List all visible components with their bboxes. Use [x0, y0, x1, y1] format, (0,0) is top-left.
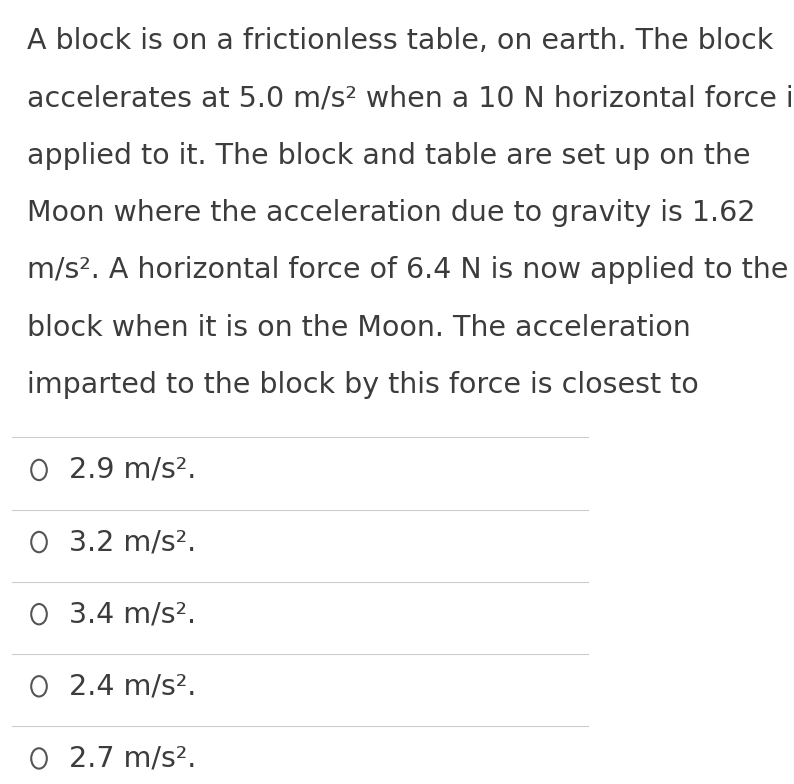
Text: Moon where the acceleration due to gravity is 1.62: Moon where the acceleration due to gravi…	[27, 199, 756, 227]
Text: accelerates at 5.0 m/s² when a 10 N horizontal force is: accelerates at 5.0 m/s² when a 10 N hori…	[27, 85, 794, 113]
Text: 3.4 m/s².: 3.4 m/s².	[69, 601, 196, 628]
Text: imparted to the block by this force is closest to: imparted to the block by this force is c…	[27, 371, 699, 399]
Text: 2.4 m/s².: 2.4 m/s².	[69, 673, 196, 700]
Text: applied to it. The block and table are set up on the: applied to it. The block and table are s…	[27, 142, 750, 170]
Text: m/s². A horizontal force of 6.4 N is now applied to the: m/s². A horizontal force of 6.4 N is now…	[27, 256, 788, 285]
Text: 3.2 m/s².: 3.2 m/s².	[69, 528, 196, 556]
Text: 2.9 m/s².: 2.9 m/s².	[69, 456, 196, 484]
Text: A block is on a frictionless table, on earth. The block: A block is on a frictionless table, on e…	[27, 27, 773, 56]
Text: 2.7 m/s².: 2.7 m/s².	[69, 745, 196, 772]
Text: block when it is on the Moon. The acceleration: block when it is on the Moon. The accele…	[27, 314, 691, 342]
